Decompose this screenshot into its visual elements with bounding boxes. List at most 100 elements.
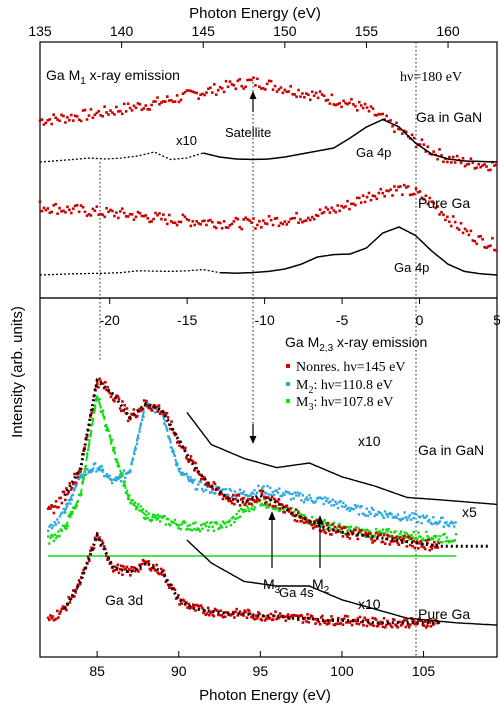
series-nonres-gan-point (89, 415, 92, 418)
series-pure-ga-lower-point (340, 618, 344, 621)
series-m2-point (297, 494, 301, 497)
series-ga-in-gan-upper-point (85, 118, 89, 121)
label-ga4p-1: Ga 4p (356, 145, 391, 160)
series-ga-in-gan-upper-point (387, 119, 390, 123)
series-m3-point (220, 526, 224, 529)
series-ga-in-gan-upper-point (148, 108, 151, 111)
series-nonres-gan-point (201, 477, 204, 481)
series-ga-in-gan-upper-point (140, 108, 144, 112)
series-m3-point (261, 503, 265, 507)
series-ga-in-gan-upper-point (344, 101, 347, 105)
series-m2-point (327, 501, 331, 504)
series-m3-point (205, 521, 209, 524)
series-m3-point (302, 513, 306, 517)
series-m3-point (405, 532, 409, 535)
series-m2-point (191, 480, 195, 483)
series-ga-in-gan-upper-point (426, 145, 430, 149)
label-ga4p-2: Ga 4p (394, 260, 429, 275)
series-m2-point (103, 474, 106, 478)
series-pure-ga-upper-point (487, 245, 490, 248)
series-ga-in-gan-upper-point (389, 119, 392, 122)
series-pure-ga-upper-point (342, 206, 345, 209)
series-ga-in-gan-upper-point (124, 110, 128, 113)
series-m2-point (423, 516, 426, 519)
series-pure-ga-lower-point (269, 612, 273, 616)
series-nonres-gan-point (433, 540, 436, 544)
series-nonres-gan-point (228, 497, 232, 500)
series-m3-point (381, 528, 385, 531)
series-m2-point (181, 471, 184, 475)
series-pure-ga-lower-point (258, 612, 261, 616)
series-nonres-gan-point (300, 519, 304, 523)
series-nonres-gan-point (273, 497, 276, 501)
series-pure-ga-upper-point (152, 217, 155, 221)
series-ga-in-gan-upper-point (283, 88, 287, 92)
series-m3-point (67, 514, 70, 518)
series-m2-point (343, 505, 346, 509)
series-pure-ga-lower-point (371, 616, 374, 620)
series-m3-point (195, 528, 198, 532)
series-nonres-gan-point (419, 540, 422, 543)
series-pure-ga-upper-point (167, 213, 171, 217)
series-m2-point (296, 491, 299, 494)
series-nonres-gan-point (339, 530, 342, 534)
series-m2-point (171, 450, 174, 453)
series-m3-point (138, 509, 141, 512)
series-m2-point (370, 506, 374, 510)
series-m2-point (134, 448, 137, 451)
series-m2-point (430, 522, 434, 526)
series-nonres-gan-point (108, 391, 112, 395)
series-nonres-gan-point (268, 503, 272, 507)
series-nonres-gan-point (274, 505, 277, 508)
series-pure-ga-upper-point (459, 221, 463, 225)
series-pure-ga-lower-point (193, 604, 196, 607)
series-ga-in-gan-upper-point (189, 89, 193, 93)
series-nonres-gan-point (118, 407, 122, 410)
series-ga-in-gan-upper-point (193, 91, 197, 94)
theory-pure-ga-solid (219, 226, 498, 276)
series-ga-in-gan-upper-point (357, 100, 361, 104)
series-pure-ga-upper-point (183, 215, 187, 219)
series-m2-point (112, 478, 115, 481)
series-m2-point (442, 525, 445, 528)
series-pure-ga-lower-point (423, 620, 427, 624)
series-ga-in-gan-upper-point (314, 91, 318, 95)
series-m2-point (73, 489, 76, 492)
series-nonres-gan-point (394, 539, 397, 543)
series-m3-point (292, 510, 295, 514)
series-pure-ga-lower-point (221, 615, 225, 619)
series-pure-ga-lower-point (223, 615, 227, 619)
series-m2-point (426, 520, 430, 523)
series-m2-point (392, 516, 396, 519)
series-m3 (46, 397, 458, 545)
series-m2-point (101, 468, 105, 472)
series-pure-ga-lower-point (273, 614, 276, 618)
series-m2-point (441, 516, 444, 519)
series-m3-point (267, 505, 270, 509)
series-nonres-gan-point (315, 519, 318, 523)
series-m3-point (126, 497, 130, 500)
series-ga-in-gan-upper-point (324, 99, 328, 102)
series-m3-point (415, 537, 419, 541)
series-pure-ga-upper-point (457, 228, 461, 232)
series-ga-in-gan-upper-point (234, 87, 238, 91)
series-m2-point (92, 463, 96, 466)
series-ga-in-gan-upper-point (402, 129, 406, 133)
series-pure-ga-lower-point (437, 621, 441, 625)
series-ga-in-gan-upper-point (451, 155, 455, 159)
series-m2-point (242, 490, 246, 493)
series-ga-in-gan-upper-point (38, 119, 42, 123)
series-nonres-gan-point (287, 510, 291, 513)
series-pure-ga-upper-point (260, 226, 263, 229)
series-nonres-gan-point (370, 537, 373, 541)
series-pure-ga-lower-point (429, 625, 433, 628)
series-m2-point (78, 473, 81, 476)
series-pure-ga-lower-point (254, 614, 258, 618)
series-m3-point (404, 536, 407, 539)
series-ga-in-gan-upper-point (220, 87, 224, 90)
series-m2-point (227, 493, 230, 497)
series-m2-point (390, 513, 393, 516)
series-m2-point (312, 501, 315, 504)
series-m3-point (364, 535, 367, 539)
series-nonres-gan-point (343, 526, 347, 529)
